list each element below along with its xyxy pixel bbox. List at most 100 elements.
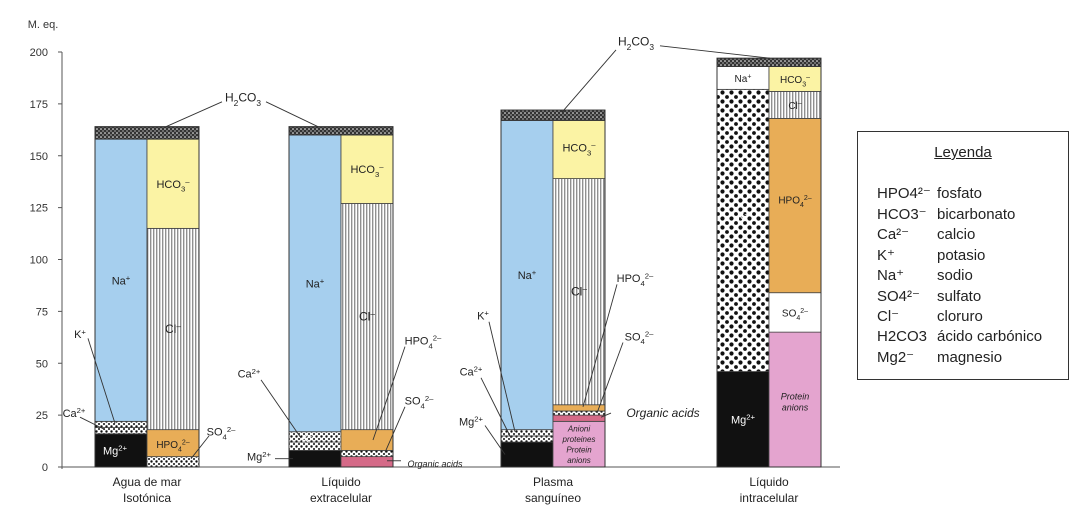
legend-symbol: Ca²⁻ bbox=[877, 226, 910, 243]
ion-label-k: K+ bbox=[477, 309, 489, 323]
category-label: Plasma bbox=[533, 475, 573, 489]
anion-bar-so4 bbox=[768, 292, 822, 333]
cation-bar-mg bbox=[500, 441, 554, 468]
legend-item: H2CO3 ácido carbónico bbox=[877, 328, 1042, 345]
protein-anions-label: Anioni bbox=[567, 425, 590, 434]
anion-bar-cl bbox=[146, 227, 200, 431]
anion-bar-hco3 bbox=[146, 138, 200, 229]
anion-bar-organic bbox=[340, 456, 394, 468]
y-tick-label: 25 bbox=[36, 410, 48, 422]
ion-label-hco3: HCO3– bbox=[156, 177, 190, 194]
legend-title: Leyenda bbox=[934, 144, 992, 161]
legend-item: Mg2⁻ magnesio bbox=[877, 348, 1002, 366]
y-tick-label: 175 bbox=[30, 99, 48, 111]
leader-line bbox=[480, 377, 512, 439]
ion-label-cl: Cl– bbox=[788, 100, 801, 112]
legend-meaning: bicarbonato bbox=[937, 205, 1016, 223]
ion-label-k: K+ bbox=[737, 210, 749, 224]
ion-label-hco3: HCO3– bbox=[350, 162, 384, 179]
y-tick-label: 200 bbox=[30, 47, 48, 59]
leader-line bbox=[596, 342, 624, 414]
protein-anions-label: proteines bbox=[562, 435, 596, 444]
leader-line bbox=[79, 416, 106, 431]
anion-bar-organic bbox=[552, 414, 606, 422]
legend-symbol: SO4²⁻ bbox=[877, 287, 920, 305]
cation-bar-k bbox=[716, 88, 770, 372]
cation-bar-na bbox=[288, 134, 342, 433]
cation-bar-ca bbox=[500, 435, 554, 443]
ion-label-cl: Cl– bbox=[571, 283, 587, 298]
y-tick-label: 125 bbox=[30, 203, 48, 215]
category-label: intracelular bbox=[740, 491, 799, 505]
anion-bar-hco3 bbox=[768, 66, 822, 92]
electrolyte-chart: 0 25 50 75 100 125 150 175 200 M. eq. Agua de mar… bbox=[28, 19, 840, 505]
bars: Agua de mar Isotónica Líquido extracelular P… bbox=[94, 57, 822, 505]
legend-meaning: magnesio bbox=[937, 349, 1003, 366]
y-tick-label: 150 bbox=[30, 151, 48, 163]
ion-label-hpo4: HPO42– bbox=[617, 271, 654, 288]
legend-item: K⁺ potasio bbox=[877, 246, 985, 264]
leader-line bbox=[372, 346, 406, 441]
h2co3-bar bbox=[716, 57, 822, 67]
ion-label-h2co3: H2CO3 bbox=[618, 35, 654, 52]
ion-label-mg: Mg2+ bbox=[731, 412, 756, 426]
ion-label-mg: Mg2+ bbox=[103, 444, 128, 458]
protein-anions-label: Protein bbox=[566, 445, 592, 454]
ion-label-h2co3: H2CO3 bbox=[225, 91, 261, 108]
leader-line bbox=[488, 321, 516, 432]
legend-item: SO4²⁻ sulfato bbox=[877, 287, 981, 305]
ion-label-cl: Cl– bbox=[359, 308, 375, 323]
anion-bar-hpo4 bbox=[552, 404, 606, 412]
stack-outline bbox=[94, 126, 200, 468]
category-label: Líquido bbox=[321, 475, 361, 489]
ion-label-ca: Ca2+ bbox=[63, 406, 86, 420]
category-label: Agua de mar bbox=[113, 475, 182, 489]
protein-anions-label: Protein bbox=[781, 392, 810, 402]
legend-symbol: Cl⁻ bbox=[877, 308, 900, 325]
category-label: Isotónica bbox=[123, 491, 171, 505]
protein-anions-label: anions bbox=[782, 403, 809, 413]
annotations: Na+ Cl– HCO3– Na+ Cl– HCO3– Na+ Cl– HCO3– Na+ K+ Mg… bbox=[63, 35, 812, 469]
legend-meaning: sodio bbox=[937, 267, 973, 284]
anion-bar-hpo4 bbox=[146, 429, 200, 458]
ion-label-na: Na+ bbox=[518, 268, 537, 282]
legend-meaning: ácido carbónico bbox=[937, 327, 1043, 345]
category-label: sanguíneo bbox=[525, 491, 581, 505]
protein-anions-label: anions bbox=[567, 456, 591, 465]
legend-meaning: calcio bbox=[937, 226, 976, 243]
ion-label-hco3: HCO3– bbox=[780, 74, 810, 88]
ion-label-na: Na+ bbox=[112, 273, 131, 287]
ion-label-so4: SO42– bbox=[405, 394, 434, 411]
stack-outline bbox=[500, 109, 606, 468]
legend-meaning: sulfato bbox=[937, 287, 982, 305]
stack-2: Líquido extracelular bbox=[288, 126, 394, 505]
h2co3-bar bbox=[288, 126, 394, 136]
ion-label-so4: SO42– bbox=[207, 425, 236, 442]
organic-acids-label: Organic acids bbox=[407, 459, 463, 469]
anion-bar-cl bbox=[768, 91, 822, 119]
category-label: Líquido bbox=[749, 475, 789, 489]
ion-label-mg: Mg2+ bbox=[459, 415, 484, 429]
legend-item: Ca²⁻ calcio bbox=[877, 225, 975, 243]
legend-meaning: cloruro bbox=[937, 308, 983, 325]
leader-line bbox=[561, 49, 617, 113]
ion-label-cl: Cl– bbox=[165, 321, 181, 336]
cation-bar-k bbox=[94, 420, 148, 428]
leader-line bbox=[165, 101, 223, 128]
legend-meaning: potasio bbox=[937, 246, 986, 264]
y-tick-label: 50 bbox=[36, 358, 48, 370]
legend-item: Cl⁻ cloruro bbox=[877, 307, 983, 325]
leader-line bbox=[659, 45, 771, 59]
cation-bar-mg bbox=[716, 371, 770, 468]
ion-label-so4: SO42– bbox=[782, 308, 808, 322]
ion-label-na: Na+ bbox=[735, 73, 752, 85]
cation-bar-ca bbox=[288, 441, 342, 451]
stack-4: Líquido intracelular bbox=[716, 57, 822, 505]
legend-meaning: fosfato bbox=[937, 185, 983, 202]
legend: Leyenda HPO4²⁻ fosfato HCO3⁻ bicarbonato Ca²… bbox=[857, 131, 1069, 380]
h2co3-bar bbox=[500, 109, 606, 121]
ion-label-hpo4: HPO42– bbox=[778, 195, 811, 209]
cation-bar-k bbox=[288, 431, 342, 443]
leader-line bbox=[384, 406, 406, 453]
ion-label-hpo4: HPO42– bbox=[156, 440, 189, 454]
